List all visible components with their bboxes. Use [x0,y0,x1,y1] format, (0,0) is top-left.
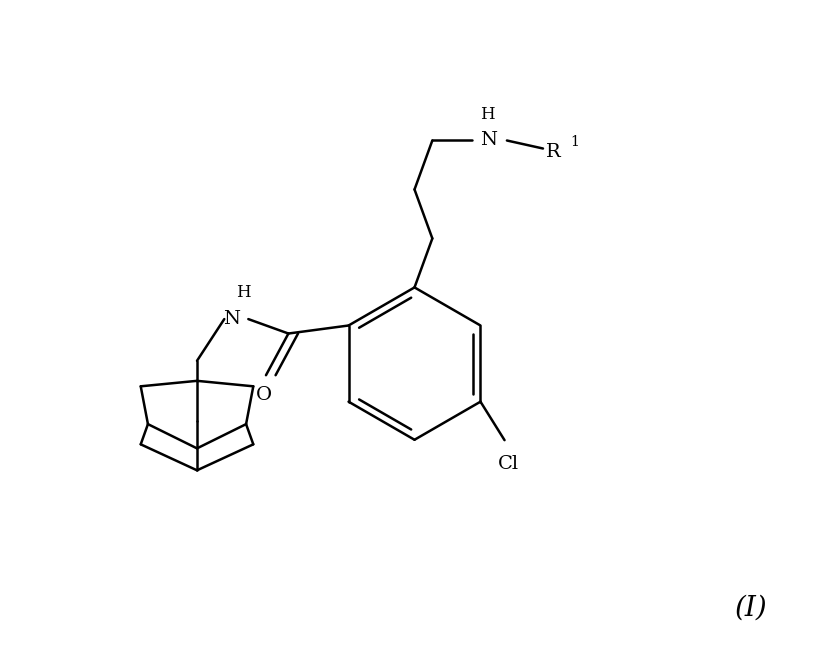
Text: Cl: Cl [498,455,520,472]
Text: N: N [480,131,497,149]
Text: H: H [480,106,494,123]
Text: H: H [237,285,251,302]
Text: 1: 1 [570,135,579,149]
Text: N: N [224,310,241,328]
Text: O: O [256,386,272,404]
Text: R: R [546,143,561,160]
Text: (I): (I) [735,595,767,622]
